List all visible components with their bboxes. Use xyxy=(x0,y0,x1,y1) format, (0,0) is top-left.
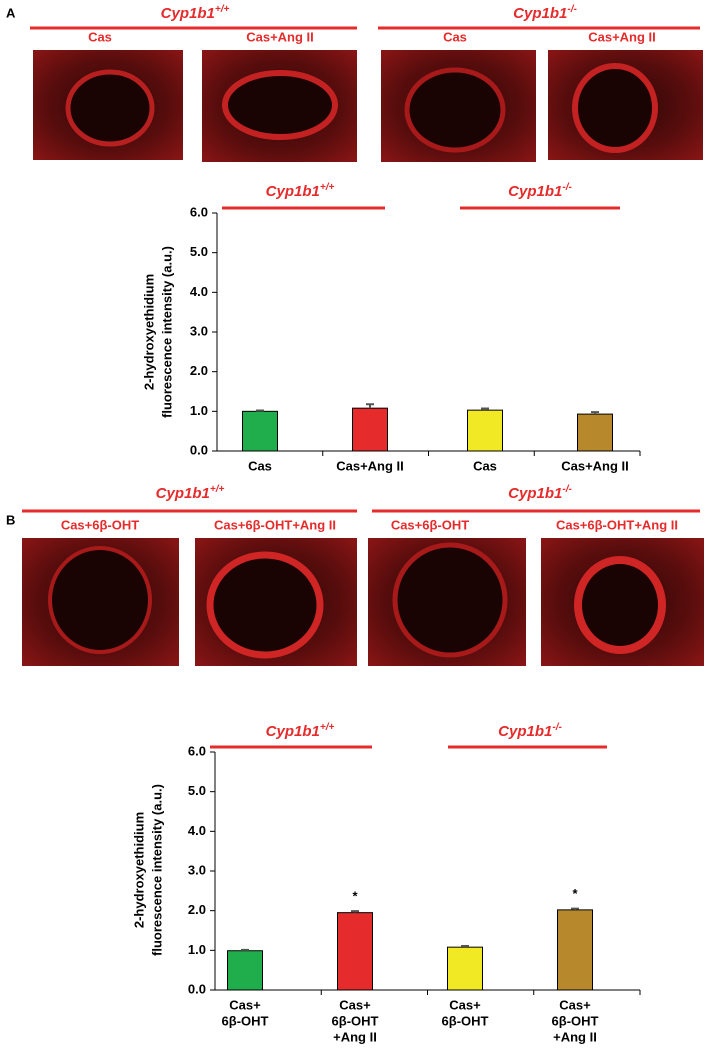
image-label: Cas+6β-OHT xyxy=(391,517,469,532)
y-tick-label: 5.0 xyxy=(190,244,208,259)
error-bar xyxy=(366,403,374,409)
error-bar xyxy=(481,407,489,411)
x-tick-label: +Ang II xyxy=(333,1029,377,1044)
micrograph xyxy=(202,50,357,162)
y-tick-label: 2.0 xyxy=(190,363,208,378)
x-tick-label: 6β-OHT xyxy=(222,1013,269,1028)
gene-name: Cyp1b1 xyxy=(266,183,320,200)
y-tick-label: 1.0 xyxy=(190,403,208,418)
error-bar xyxy=(241,948,249,951)
x-tick-label: Cas xyxy=(473,458,497,473)
y-tick-label: 3.0 xyxy=(188,862,206,877)
y-axis-label: fluorescence intensity (a.u.) xyxy=(159,246,174,418)
y-tick-label: 1.0 xyxy=(188,942,206,957)
gene-name: Cyp1b1 xyxy=(156,485,210,502)
genotype-label: Cyp1b1-/- xyxy=(498,722,562,740)
micrograph xyxy=(33,50,183,160)
micrograph xyxy=(368,538,526,666)
x-tick-label: Cas+ xyxy=(229,997,261,1012)
panel-label: B xyxy=(6,512,15,527)
genotype: +/+ xyxy=(210,484,225,495)
significance-mark: * xyxy=(572,886,578,901)
genotype: -/- xyxy=(562,182,572,193)
image-label: Cas+6β-OHT+Ang II xyxy=(214,517,336,532)
genotype: -/- xyxy=(567,4,577,15)
y-axis-label: 2-hydroxyethidium xyxy=(141,274,156,390)
genotype: -/- xyxy=(562,484,572,495)
image-label: Cas+Ang II xyxy=(246,29,314,44)
x-tick-label: Cas+Ang II xyxy=(336,458,404,473)
bar xyxy=(242,410,278,452)
micrograph xyxy=(548,50,703,160)
y-tick-label: 0.0 xyxy=(188,981,206,996)
y-tick-label: 6.0 xyxy=(188,743,206,758)
genotype-label: Cyp1b1-/- xyxy=(508,182,572,200)
x-tick-label: Cas+Ang II xyxy=(561,458,629,473)
y-tick-label: 2.0 xyxy=(188,902,206,917)
genotype-label: Cyp1b1-/- xyxy=(508,484,572,502)
genotype: -/- xyxy=(552,722,562,733)
error-bar xyxy=(461,944,469,948)
micrograph xyxy=(22,538,179,666)
micrograph xyxy=(541,538,704,666)
x-tick-label: 6β-OHT xyxy=(552,1013,599,1028)
x-tick-label: 6β-OHT xyxy=(332,1013,379,1028)
genotype-label: Cyp1b1-/- xyxy=(513,4,577,22)
gene-name: Cyp1b1 xyxy=(508,485,562,502)
error-bar xyxy=(256,409,264,412)
bar xyxy=(337,912,373,991)
y-tick-label: 3.0 xyxy=(190,323,208,338)
y-tick-label: 6.0 xyxy=(190,204,208,219)
error-bar xyxy=(591,411,599,415)
panel-label: A xyxy=(6,5,16,20)
x-tick-label: 6β-OHT xyxy=(442,1013,489,1028)
genotype-label: Cyp1b1+/+ xyxy=(266,722,335,740)
genotype-label: Cyp1b1+/+ xyxy=(266,182,335,200)
genotype: +/+ xyxy=(320,722,335,733)
gene-name: Cyp1b1 xyxy=(498,723,552,740)
micrograph xyxy=(381,50,536,162)
error-bar xyxy=(351,910,359,913)
genotype-label: Cyp1b1+/+ xyxy=(156,484,225,502)
y-tick-label: 4.0 xyxy=(188,823,206,838)
x-tick-label: Cas xyxy=(248,458,272,473)
x-tick-label: Cas+ xyxy=(339,997,371,1012)
gene-name: Cyp1b1 xyxy=(161,5,215,22)
gene-name: Cyp1b1 xyxy=(266,723,320,740)
genotype: +/+ xyxy=(320,182,335,193)
image-label: Cas+Ang II xyxy=(588,29,656,44)
image-label: Cas xyxy=(88,29,112,44)
bar xyxy=(227,950,263,991)
bar xyxy=(577,413,613,452)
x-tick-label: Cas+ xyxy=(449,997,481,1012)
bar xyxy=(557,909,593,991)
x-tick-label: Cas+ xyxy=(559,997,591,1012)
y-axis-label: fluorescence intensity (a.u.) xyxy=(149,784,164,956)
y-tick-label: 4.0 xyxy=(190,284,208,299)
genotype-label: Cyp1b1+/+ xyxy=(161,4,230,22)
gene-name: Cyp1b1 xyxy=(508,183,562,200)
y-axis-label: 2-hydroxyethidium xyxy=(131,812,146,928)
image-label: Cas xyxy=(443,29,467,44)
bar xyxy=(352,407,388,452)
y-tick-label: 0.0 xyxy=(190,442,208,457)
micrographs xyxy=(22,50,704,666)
bar xyxy=(447,946,483,991)
gene-name: Cyp1b1 xyxy=(513,5,567,22)
image-label: Cas+6β-OHT xyxy=(61,517,139,532)
y-tick-label: 5.0 xyxy=(188,783,206,798)
significance-mark: * xyxy=(352,889,358,904)
error-bar xyxy=(571,907,579,910)
bar xyxy=(467,409,503,452)
genotype: +/+ xyxy=(215,4,230,15)
x-tick-label: +Ang II xyxy=(553,1029,597,1044)
micrograph xyxy=(195,538,357,666)
image-label: Cas+6β-OHT+Ang II xyxy=(556,517,678,532)
